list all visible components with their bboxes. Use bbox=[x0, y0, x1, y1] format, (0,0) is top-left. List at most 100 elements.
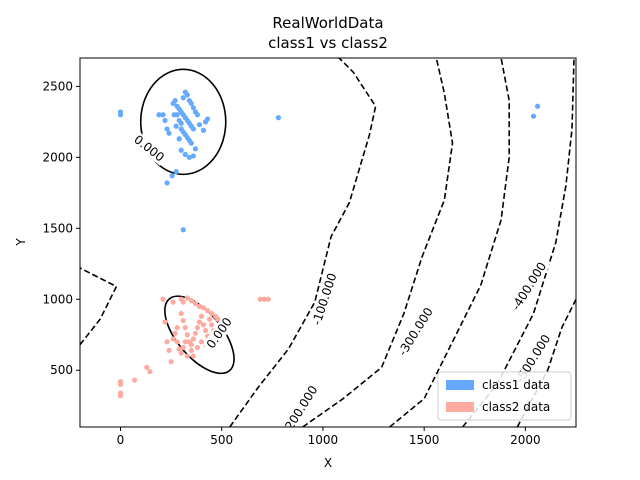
data-point bbox=[275, 115, 281, 121]
data-point bbox=[168, 359, 174, 365]
data-point bbox=[162, 319, 168, 325]
x-tick-label: 2000 bbox=[510, 433, 541, 447]
data-point bbox=[160, 112, 166, 118]
data-point bbox=[206, 316, 213, 322]
y-tick-label: 1500 bbox=[42, 221, 73, 235]
y-tick-label: 1000 bbox=[42, 292, 73, 306]
data-point bbox=[178, 310, 184, 317]
data-point bbox=[176, 136, 182, 142]
y-axis-label: Y bbox=[14, 238, 28, 247]
legend-swatch-class2 bbox=[446, 402, 474, 412]
contour-label: 0.000 bbox=[131, 132, 167, 164]
data-point bbox=[164, 339, 170, 345]
data-point bbox=[117, 393, 124, 399]
data-point bbox=[192, 146, 198, 152]
data-point bbox=[198, 313, 205, 319]
data-point bbox=[169, 173, 175, 179]
data-point bbox=[174, 339, 180, 345]
data-point bbox=[178, 350, 184, 356]
data-point bbox=[265, 296, 271, 302]
data-point bbox=[204, 116, 211, 122]
data-point bbox=[208, 322, 215, 328]
contour-label-background bbox=[129, 131, 169, 166]
data-point bbox=[184, 295, 190, 301]
data-point bbox=[257, 296, 263, 302]
data-point bbox=[162, 117, 168, 124]
data-point bbox=[530, 113, 537, 119]
data-point bbox=[117, 112, 124, 118]
data-point bbox=[178, 120, 184, 126]
data-point bbox=[190, 353, 196, 359]
data-point bbox=[192, 300, 198, 307]
data-point bbox=[173, 123, 179, 129]
data-point bbox=[160, 296, 166, 302]
data-point bbox=[117, 381, 124, 388]
contour-line bbox=[139, 68, 227, 176]
data-point bbox=[192, 330, 198, 336]
data-point bbox=[198, 339, 205, 345]
legend: class1 data class2 data bbox=[437, 371, 572, 421]
contour-label: -100.000 bbox=[309, 271, 339, 327]
data-point bbox=[188, 347, 194, 353]
contour-label-background bbox=[507, 257, 551, 315]
contour-line bbox=[229, 58, 377, 427]
contour-label: -400.000 bbox=[509, 260, 549, 313]
y-tick-label: 2500 bbox=[42, 79, 73, 93]
x-tick-label: 500 bbox=[210, 433, 233, 447]
data-point bbox=[215, 316, 221, 322]
contour-line bbox=[302, 58, 454, 427]
data-point bbox=[182, 151, 188, 158]
contour-label-background bbox=[308, 269, 341, 329]
data-point bbox=[144, 364, 150, 370]
plot-area-frame bbox=[79, 57, 577, 428]
x-tick-label: 1500 bbox=[409, 433, 440, 447]
data-point bbox=[164, 126, 170, 132]
contour-label-background bbox=[278, 381, 322, 427]
contour-label-background bbox=[202, 313, 237, 353]
data-point bbox=[180, 95, 186, 101]
data-point bbox=[170, 336, 176, 342]
data-point bbox=[147, 369, 153, 375]
data-point bbox=[196, 122, 203, 128]
legend-label-class1: class1 data bbox=[482, 378, 550, 392]
y-axis: 500 1000 1500 2000 2500 bbox=[42, 79, 80, 377]
data-point bbox=[184, 92, 190, 98]
y-tick-label: 500 bbox=[50, 363, 73, 377]
data-point bbox=[190, 105, 196, 111]
contour-label: -200.000 bbox=[280, 383, 320, 436]
data-point bbox=[176, 346, 182, 352]
data-point bbox=[194, 112, 201, 118]
data-point bbox=[194, 325, 201, 331]
data-point bbox=[173, 168, 179, 175]
data-point bbox=[194, 344, 201, 351]
data-point bbox=[170, 299, 176, 305]
data-point bbox=[188, 298, 194, 304]
x-axis-label: X bbox=[324, 456, 332, 470]
data-point bbox=[164, 180, 170, 186]
data-point bbox=[188, 342, 194, 348]
data-point bbox=[184, 332, 190, 338]
contour-label: -300.000 bbox=[395, 305, 435, 358]
data-point bbox=[200, 127, 207, 133]
data-point bbox=[184, 353, 190, 359]
contour-line bbox=[80, 267, 118, 346]
data-point bbox=[166, 347, 172, 353]
data-point bbox=[172, 97, 178, 104]
data-point bbox=[178, 147, 184, 153]
data-point bbox=[180, 317, 186, 324]
x-tick-label: 0 bbox=[117, 433, 125, 447]
legend-swatch-class1 bbox=[446, 380, 474, 390]
data-point bbox=[196, 319, 203, 325]
data-point bbox=[534, 103, 541, 109]
scatter-points bbox=[117, 89, 541, 399]
x-tick-label: 1000 bbox=[308, 433, 339, 447]
data-point bbox=[200, 305, 207, 311]
data-point bbox=[208, 310, 215, 317]
data-point bbox=[188, 140, 194, 146]
data-point bbox=[190, 153, 196, 159]
data-point bbox=[132, 377, 138, 383]
data-point bbox=[188, 100, 194, 107]
data-point bbox=[186, 154, 192, 160]
data-point bbox=[180, 299, 186, 305]
legend-label-class2: class2 data bbox=[482, 400, 550, 414]
